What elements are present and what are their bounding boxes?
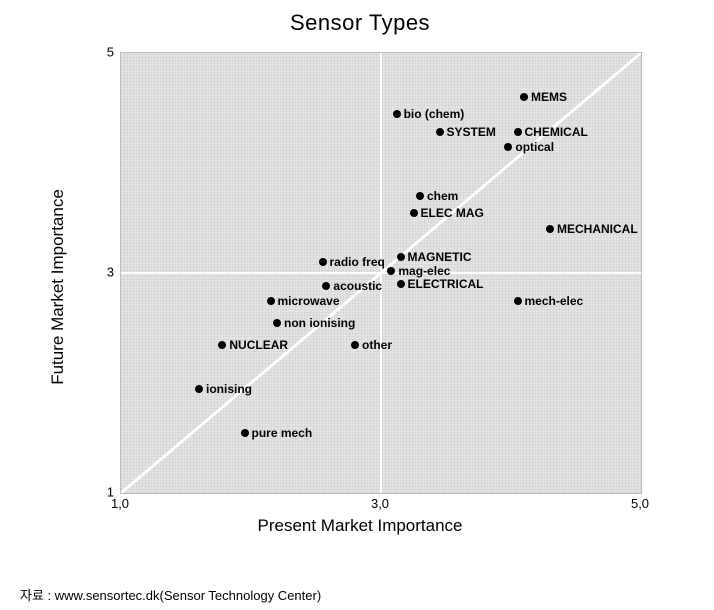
data-label: radio freq [330, 255, 385, 269]
data-point [546, 225, 554, 233]
footer-text: www.sensortec.dk(Sensor Technology Cente… [55, 588, 321, 603]
data-label: MECHANICAL [557, 222, 638, 236]
data-label: mag-elec [398, 264, 450, 278]
data-point [393, 110, 401, 118]
data-label: mech-elec [525, 294, 584, 308]
data-label: ELEC MAG [421, 206, 484, 220]
data-label: MEMS [531, 90, 567, 104]
footer-prefix: 자료 : [20, 588, 55, 603]
data-point [504, 143, 512, 151]
data-point [520, 93, 528, 101]
chart-container: Sensor Types Future Market Importance bi… [50, 10, 670, 570]
data-label: CHEMICAL [525, 125, 588, 139]
data-label: ELECTRICAL [408, 277, 484, 291]
data-point [319, 258, 327, 266]
y-tick-label: 5 [94, 45, 114, 60]
data-point [267, 297, 275, 305]
data-point [514, 128, 522, 136]
data-point [387, 267, 395, 275]
data-label: other [362, 338, 392, 352]
chart-title: Sensor Types [50, 10, 670, 36]
data-label: NUCLEAR [229, 338, 288, 352]
x-tick-label: 3,0 [371, 496, 389, 511]
plot-outer: Future Market Importance bio (chem) SYSTE… [50, 42, 670, 532]
data-point [322, 282, 330, 290]
y-tick-label: 3 [94, 265, 114, 280]
data-label: SYSTEM [447, 125, 496, 139]
y-axis-label: Future Market Importance [48, 189, 68, 385]
data-label: ionising [206, 382, 252, 396]
data-label: acoustic [333, 279, 382, 293]
data-label: optical [515, 140, 554, 154]
plot-area: bio (chem) SYSTEM MEMS CHEMICALoptical chem E… [120, 52, 642, 494]
data-label: chem [427, 189, 458, 203]
data-label: microwave [278, 294, 340, 308]
data-label: MAGNETIC [408, 250, 472, 264]
data-point [273, 319, 281, 327]
data-point [397, 280, 405, 288]
source-footer: 자료 : www.sensortec.dk(Sensor Technology … [20, 585, 321, 604]
grid-hline [121, 272, 641, 274]
x-axis-label: Present Market Importance [257, 516, 462, 536]
data-point [514, 297, 522, 305]
data-point [195, 385, 203, 393]
data-label: bio (chem) [404, 107, 465, 121]
data-point [218, 341, 226, 349]
data-point [410, 209, 418, 217]
data-label: pure mech [252, 426, 313, 440]
data-point [351, 341, 359, 349]
data-point [416, 192, 424, 200]
data-point [397, 253, 405, 261]
data-point [436, 128, 444, 136]
data-point [241, 429, 249, 437]
data-label: non ionising [284, 316, 355, 330]
y-tick-label: 1 [94, 485, 114, 500]
x-tick-label: 5,0 [631, 496, 649, 511]
